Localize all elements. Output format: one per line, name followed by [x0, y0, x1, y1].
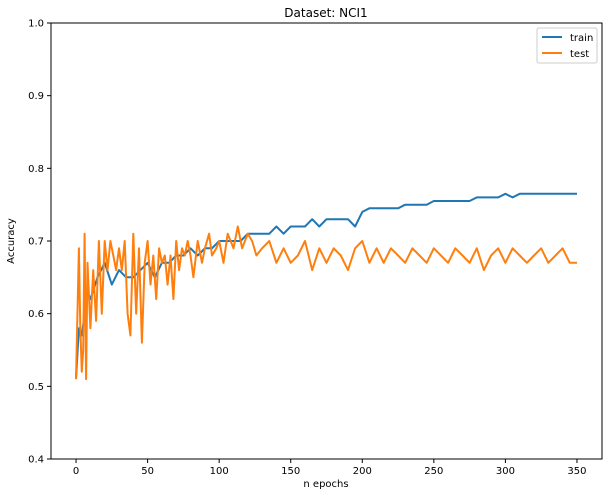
y-tick-label: 0.5: [28, 382, 44, 393]
series-line-test: [75, 225, 577, 381]
series-line-train: [75, 192, 577, 380]
x-axis-ticks: 0 50 100 150 200 250 300 350: [73, 459, 587, 477]
plot-lines: [75, 192, 577, 381]
x-axis-label: n epochs: [303, 479, 348, 490]
y-tick-label: 0.4: [28, 455, 44, 466]
x-tick-label: 200: [353, 466, 372, 477]
legend-test-label: test: [570, 49, 589, 60]
y-tick-label: 0.7: [28, 237, 44, 248]
x-tick-label: 300: [496, 466, 515, 477]
chart-title: Dataset: NCI1: [284, 6, 367, 20]
legend-train-label: train: [570, 33, 593, 44]
y-tick-label: 1.0: [28, 19, 44, 30]
plot-area-frame: [50, 22, 603, 460]
y-axis-ticks: 0.4 0.5 0.6 0.7 0.8 0.9 1.0: [28, 19, 51, 466]
y-tick-label: 0.9: [28, 91, 44, 102]
y-tick-label: 0.8: [28, 164, 44, 175]
x-tick-label: 250: [424, 466, 443, 477]
x-tick-label: 0: [73, 466, 79, 477]
x-tick-label: 350: [567, 466, 586, 477]
x-tick-label: 50: [141, 466, 154, 477]
y-tick-label: 0.6: [28, 309, 44, 320]
y-axis-label: Accuracy: [6, 218, 17, 264]
x-tick-label: 100: [210, 466, 229, 477]
x-tick-label: 150: [281, 466, 300, 477]
legend: train test: [536, 27, 598, 64]
